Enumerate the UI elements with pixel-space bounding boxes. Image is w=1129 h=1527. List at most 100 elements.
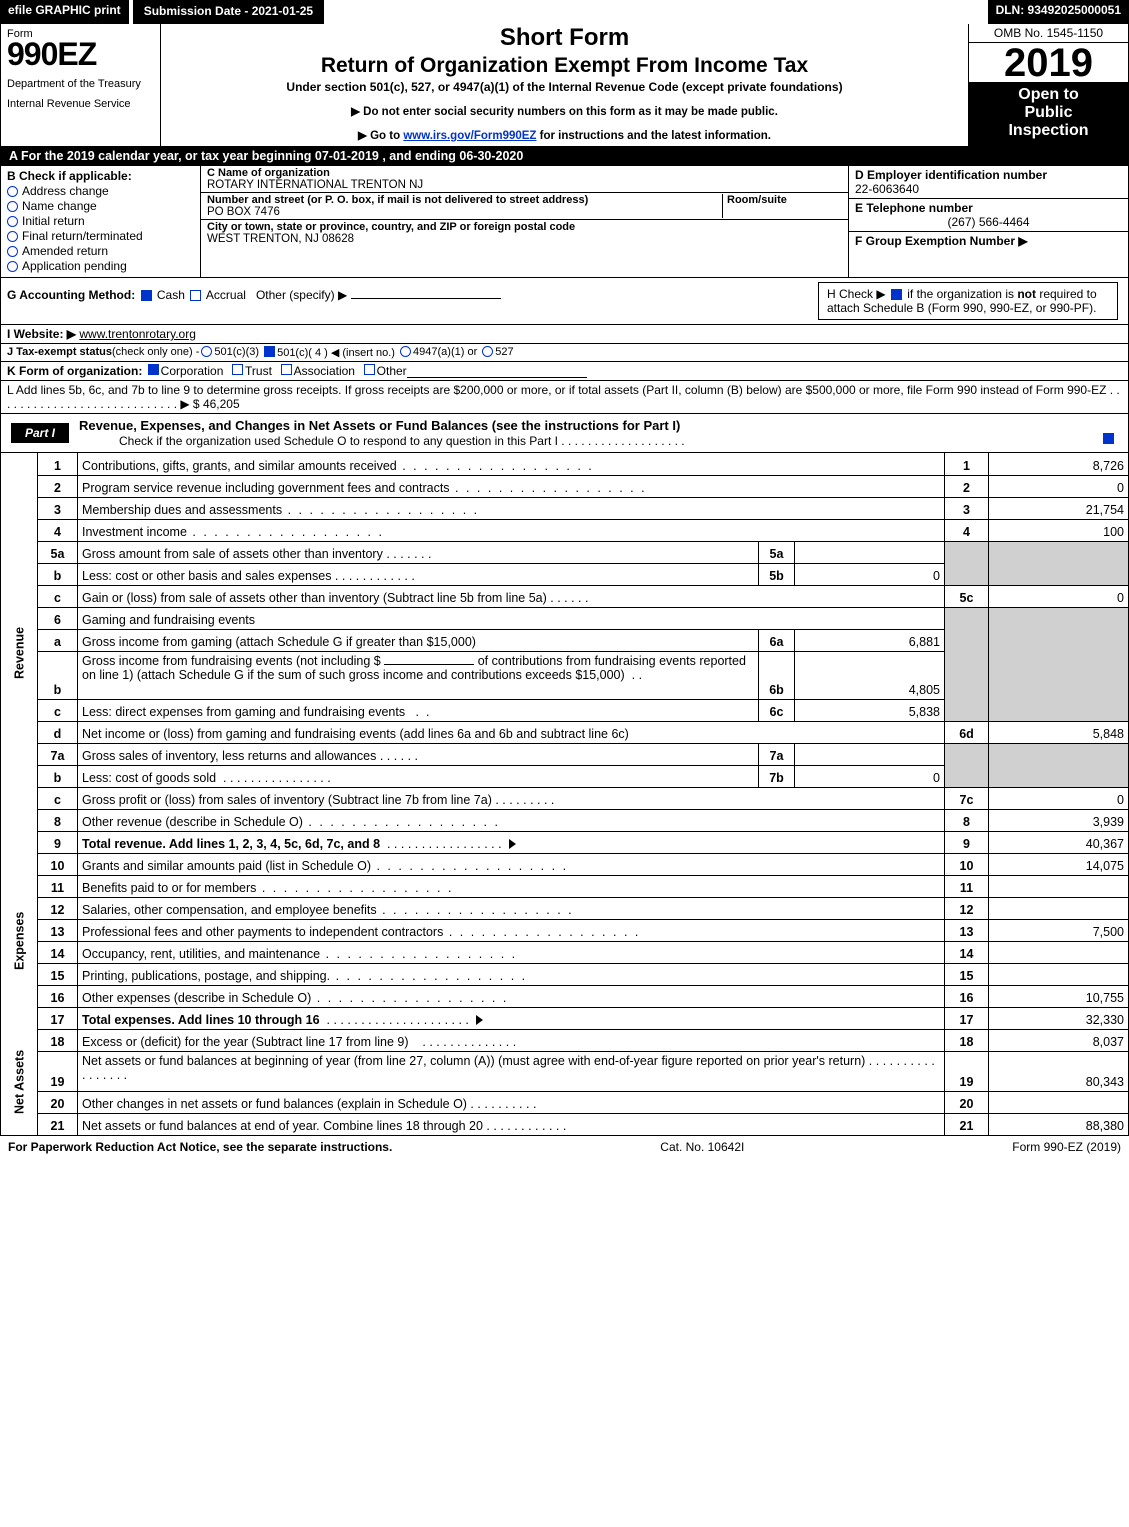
- l12-amt: [989, 897, 1129, 919]
- l7-amtshade: [989, 743, 1129, 787]
- k-other-input[interactable]: [407, 364, 587, 378]
- l20-ref: 20: [945, 1091, 989, 1113]
- inspection-line2: Public: [1024, 104, 1072, 121]
- l6b-blank[interactable]: [384, 664, 474, 665]
- l10-desc: Grants and similar amounts paid (list in…: [82, 859, 568, 873]
- radio-501c3[interactable]: [201, 346, 212, 357]
- checkbox-other-org[interactable]: [364, 364, 375, 375]
- l2-desc: Program service revenue including govern…: [82, 481, 647, 495]
- l19-desc: Net assets or fund balances at beginning…: [82, 1054, 865, 1068]
- checkbox-cash[interactable]: [141, 290, 152, 301]
- radio-527[interactable]: [482, 346, 493, 357]
- l5b-desc: Less: cost or other basis and sales expe…: [82, 569, 331, 583]
- line-3: 3 Membership dues and assessments 3 21,7…: [1, 497, 1129, 519]
- checkbox-address-change[interactable]: [7, 186, 18, 197]
- j-527: 527: [495, 346, 513, 359]
- l16-amt: 10,755: [989, 985, 1129, 1007]
- checkbox-final-return[interactable]: [7, 231, 18, 242]
- line-16: 16 Other expenses (describe in Schedule …: [1, 985, 1129, 1007]
- checkbox-association[interactable]: [281, 364, 292, 375]
- row-l: L Add lines 5b, 6c, and 7b to line 9 to …: [0, 381, 1129, 414]
- page-footer: For Paperwork Reduction Act Notice, see …: [0, 1136, 1129, 1158]
- opt-final: Final return/terminated: [22, 229, 143, 243]
- l10-ref: 10: [945, 853, 989, 875]
- checkbox-schedule-o[interactable]: [1103, 433, 1114, 444]
- checkbox-initial-return[interactable]: [7, 216, 18, 227]
- note-goto: ▶ Go to www.irs.gov/Form990EZ for instru…: [167, 128, 962, 142]
- l7a-mval: [795, 743, 945, 765]
- street-value: PO BOX 7476: [207, 206, 280, 218]
- footer-left: For Paperwork Reduction Act Notice, see …: [8, 1140, 392, 1154]
- l7c-desc: Gross profit or (loss) from sales of inv…: [82, 793, 492, 807]
- i-label: I Website: ▶: [7, 327, 76, 341]
- k-assoc: Association: [294, 364, 355, 378]
- l18-desc: Excess or (deficit) for the year (Subtra…: [82, 1035, 409, 1049]
- l11-amt: [989, 875, 1129, 897]
- l6a-mval: 6,881: [795, 629, 945, 651]
- opt-address: Address change: [22, 184, 109, 198]
- l6b-mref: 6b: [759, 651, 795, 699]
- entity-grid: B Check if applicable: Address change Na…: [0, 166, 1129, 278]
- return-title: Return of Organization Exempt From Incom…: [167, 54, 962, 78]
- checkbox-corporation[interactable]: [148, 364, 159, 375]
- d-label: D Employer identification number: [855, 168, 1047, 182]
- form-number: 990EZ: [7, 38, 154, 70]
- l9-desc: Total revenue. Add lines 1, 2, 3, 4, 5c,…: [82, 837, 380, 851]
- k-corp: Corporation: [161, 364, 224, 378]
- l9-amt: 40,367: [989, 831, 1129, 853]
- e-label: E Telephone number: [855, 201, 973, 215]
- l17-num: 17: [38, 1007, 78, 1029]
- part1-title-text: Revenue, Expenses, and Changes in Net As…: [79, 418, 680, 433]
- l5b-num: b: [38, 563, 78, 585]
- l20-desc: Other changes in net assets or fund bala…: [82, 1097, 467, 1111]
- row-g-h: G Accounting Method: Cash Accrual Other …: [0, 278, 1129, 325]
- l6d-desc: Net income or (loss) from gaming and fun…: [82, 727, 629, 741]
- radio-501c[interactable]: [264, 346, 275, 357]
- j-501c: 501(c)( 4 ) ◀ (insert no.): [277, 346, 395, 359]
- checkbox-application-pending[interactable]: [7, 261, 18, 272]
- radio-4947[interactable]: [400, 346, 411, 357]
- checkbox-h[interactable]: [891, 289, 902, 300]
- l6d-num: d: [38, 721, 78, 743]
- room-label: Room/suite: [727, 194, 787, 206]
- checkbox-accrual[interactable]: [190, 290, 201, 301]
- row-j: J Tax-exempt status (check only one) - 5…: [0, 344, 1129, 362]
- line-2: 2 Program service revenue including gove…: [1, 475, 1129, 497]
- checkbox-trust[interactable]: [232, 364, 243, 375]
- opt-name: Name change: [22, 199, 97, 213]
- l14-amt: [989, 941, 1129, 963]
- l3-num: 3: [38, 497, 78, 519]
- l12-ref: 12: [945, 897, 989, 919]
- line-13: 13 Professional fees and other payments …: [1, 919, 1129, 941]
- checkbox-amended-return[interactable]: [7, 246, 18, 257]
- l17-ref: 17: [945, 1007, 989, 1029]
- line-1: Revenue 1 Contributions, gifts, grants, …: [1, 453, 1129, 475]
- efile-label[interactable]: efile GRAPHIC print: [0, 0, 129, 24]
- inspection-line3: Inspection: [1008, 122, 1088, 139]
- header-middle: Short Form Return of Organization Exempt…: [161, 24, 968, 146]
- l2-ref: 2: [945, 475, 989, 497]
- g-accrual: Accrual: [206, 288, 246, 302]
- website-value[interactable]: www.trentonrotary.org: [79, 327, 1122, 341]
- l14-desc: Occupancy, rent, utilities, and maintena…: [82, 947, 517, 961]
- submission-date: Submission Date - 2021-01-25: [133, 0, 324, 24]
- g-other-input[interactable]: [351, 298, 501, 299]
- header-left: Form 990EZ Department of the Treasury In…: [1, 24, 161, 146]
- checkbox-name-change[interactable]: [7, 201, 18, 212]
- inspection-badge: Open to Public Inspection: [969, 82, 1128, 146]
- phone-value: (267) 566-4464: [855, 215, 1122, 229]
- l8-num: 8: [38, 809, 78, 831]
- irs-link[interactable]: www.irs.gov/Form990EZ: [403, 130, 536, 142]
- section-c: C Name of organization ROTARY INTERNATIO…: [201, 166, 848, 277]
- line-15: 15 Printing, publications, postage, and …: [1, 963, 1129, 985]
- l6-desc: Gaming and fundraising events: [82, 613, 255, 627]
- f-label: F Group Exemption Number ▶: [855, 234, 1028, 248]
- l16-num: 16: [38, 985, 78, 1007]
- check-if-label: Check if applicable:: [19, 169, 132, 183]
- l8-ref: 8: [945, 809, 989, 831]
- l10-num: 10: [38, 853, 78, 875]
- dln-label: DLN: 93492025000051: [988, 0, 1129, 24]
- l5b-mref: 5b: [759, 563, 795, 585]
- opt-amended: Amended return: [22, 244, 108, 258]
- arrow-icon: [509, 839, 516, 849]
